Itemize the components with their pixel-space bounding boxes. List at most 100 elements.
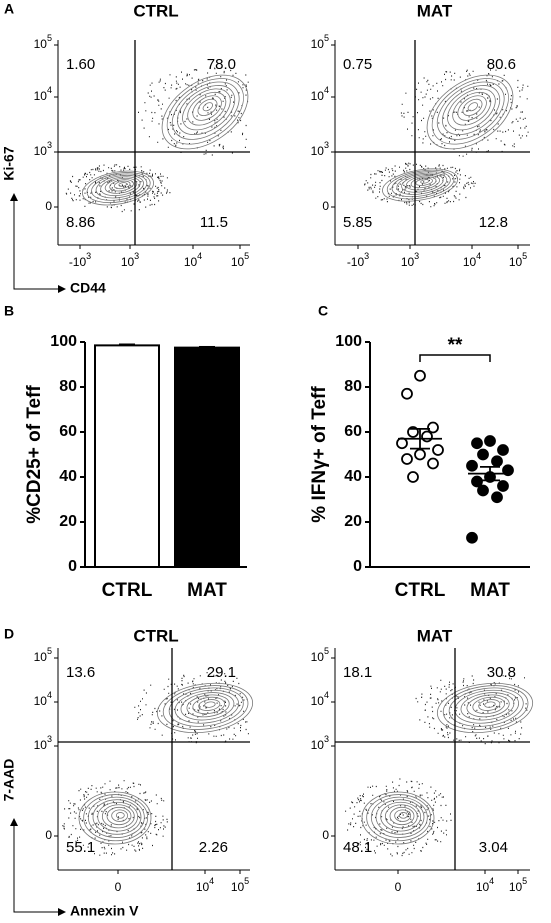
contour <box>83 794 149 842</box>
contour <box>380 801 422 832</box>
y-axis-label: %CD25+ of Teff <box>24 385 45 524</box>
panel-label: C <box>318 303 328 319</box>
tick-exp: 4 <box>47 690 52 700</box>
data-point <box>427 421 439 434</box>
x-tick-label: CTRL <box>102 580 153 601</box>
tick-label: 105 <box>34 646 52 664</box>
tick-label: 104 <box>311 85 329 103</box>
tick-base: 10 <box>311 738 325 752</box>
quadrant-value: 8.86 <box>66 214 95 231</box>
tick-base: 10 <box>311 694 325 708</box>
contour <box>405 175 441 191</box>
y-axis-label: 7-AAD <box>1 759 17 802</box>
tick-label: 105 <box>509 251 527 269</box>
tick-label: 0 <box>115 880 122 894</box>
contour <box>92 799 142 835</box>
y-tick-label: 100 <box>335 333 362 350</box>
quadrant-value: 78.0 <box>207 56 236 73</box>
tick-label: 0 <box>322 828 329 842</box>
tick-base: 10 <box>311 37 325 51</box>
contour <box>396 172 448 195</box>
quadrant-value: 1.60 <box>66 56 95 73</box>
tick-label: 104 <box>34 85 52 103</box>
tick-exp: 5 <box>324 33 329 43</box>
data-point <box>484 435 496 447</box>
contour <box>386 169 455 200</box>
contour <box>197 98 218 117</box>
data-point <box>407 471 419 483</box>
tick-base: 0 <box>322 199 329 213</box>
quadrant-value: 0.75 <box>343 56 372 73</box>
data-point <box>414 448 426 461</box>
data-point <box>421 430 433 443</box>
tick-base: 10 <box>34 144 48 158</box>
contour <box>101 804 135 829</box>
contour <box>384 804 418 829</box>
data-point <box>497 444 509 456</box>
tick-base: 10 <box>401 255 415 269</box>
tick-base: 10 <box>231 880 245 894</box>
contour <box>100 176 141 197</box>
tick-base: 10 <box>121 255 135 269</box>
contour <box>410 176 437 189</box>
tick-exp: 3 <box>324 140 329 150</box>
tick-base: 0 <box>45 828 52 842</box>
panel-label: B <box>4 303 14 319</box>
contour <box>452 91 492 126</box>
contour <box>447 88 496 131</box>
event-dots <box>364 69 529 208</box>
contour <box>436 81 505 140</box>
contour <box>472 696 505 715</box>
contour <box>104 177 138 194</box>
quadrant-value: 18.1 <box>343 664 372 681</box>
tick-base: 10 <box>311 89 325 103</box>
data-point <box>491 491 503 504</box>
tick-exp: 4 <box>324 85 329 95</box>
y-tick-label: 20 <box>59 513 77 530</box>
contour <box>375 799 425 835</box>
tick-exp: 5 <box>522 876 527 886</box>
data-point <box>396 437 408 450</box>
contour <box>109 179 134 192</box>
contour <box>394 809 412 822</box>
contour <box>187 91 227 126</box>
significance: ** <box>448 335 463 356</box>
tick-label: -103 <box>347 251 369 269</box>
quadrant-value: 5.85 <box>343 214 372 231</box>
data-point <box>432 444 444 456</box>
tick-exp: 4 <box>476 251 481 261</box>
contour <box>192 95 222 121</box>
contour <box>106 806 132 826</box>
tick-label: 103 <box>121 251 139 269</box>
y-axis-label: Ki-67 <box>1 146 17 180</box>
contour <box>426 74 514 150</box>
tick-base: 10 <box>231 255 245 269</box>
tick-label: 105 <box>509 876 527 894</box>
tick-label: 104 <box>196 876 214 894</box>
quadrant-value: 48.1 <box>343 839 372 856</box>
contour <box>484 701 496 708</box>
tick-exp: 5 <box>47 33 52 43</box>
data-point <box>466 459 478 472</box>
x-axis-label: Annexin V <box>70 903 139 919</box>
tick-exp: 3 <box>86 251 91 261</box>
tick-base: 10 <box>311 650 325 664</box>
tick-label: 103 <box>34 734 52 752</box>
data-point <box>471 437 483 450</box>
data-point <box>497 480 509 492</box>
contour <box>95 174 144 199</box>
tick-base: -10 <box>347 255 365 269</box>
contour <box>174 689 240 724</box>
x-tick-label: MAT <box>187 580 227 601</box>
tick-base: 10 <box>509 255 523 269</box>
contour <box>180 692 235 721</box>
contour <box>436 682 534 734</box>
contour <box>448 687 524 727</box>
contour <box>466 694 510 718</box>
contour <box>370 796 428 838</box>
y-axis-label: % IFNγ+ of Teff <box>309 386 330 523</box>
data-point <box>491 455 503 468</box>
tick-label: 0 <box>322 199 329 213</box>
tick-exp: 4 <box>489 876 494 886</box>
